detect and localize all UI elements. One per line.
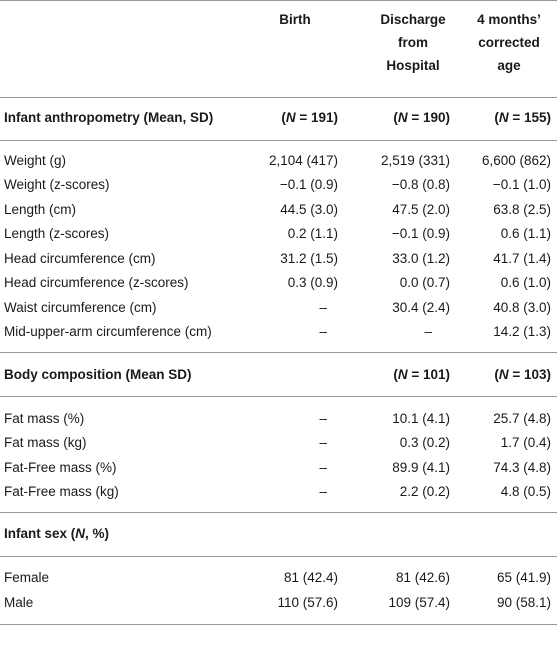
cell-4-months: 25.7 (4.8) — [493, 411, 551, 426]
table-row: Fat mass (kg) – 0.3 (0.2) 1.7 (0.4) — [0, 431, 557, 455]
cell-discharge: – — [424, 324, 432, 339]
table-row: Female 81 (42.4) 81 (42.6) 65 (41.9) — [0, 566, 557, 590]
section-rule — [0, 396, 557, 397]
cell-discharge: −0.1 (0.9) — [391, 226, 450, 241]
cell-birth: 0.3 (0.9) — [287, 275, 338, 290]
table-row: Waist circumference (cm) – 30.4 (2.4) 40… — [0, 296, 557, 320]
table-row: Head circumference (cm) 31.2 (1.5) 33.0 … — [0, 247, 557, 271]
section-rule — [0, 140, 557, 141]
table-row: Fat-Free mass (%) – 89.9 (4.1) 74.3 (4.8… — [0, 456, 557, 480]
table-row: Mid-upper-arm circumference (cm) – – 14.… — [0, 320, 557, 344]
header-line: 4 months’ — [477, 12, 541, 27]
cell-discharge: 0.0 (0.7) — [399, 275, 450, 290]
cell-birth: 2,104 (417) — [268, 153, 338, 168]
row-label: Head circumference (cm) — [4, 251, 156, 266]
cell-birth: – — [319, 411, 327, 426]
cell-4-months: 6,600 (862) — [481, 153, 551, 168]
cell-birth: – — [319, 324, 327, 339]
section-title: Body composition (Mean SD) — [4, 367, 192, 382]
cell-discharge: 2,519 (331) — [380, 153, 450, 168]
cell-discharge: 2.2 (0.2) — [399, 484, 450, 499]
row-label: Length (z-scores) — [4, 226, 110, 241]
cell-discharge: −0.8 (0.8) — [391, 177, 450, 192]
section-n: (N = 103) — [494, 367, 551, 382]
cell-4-months: 74.3 (4.8) — [493, 460, 551, 475]
cell-discharge: 30.4 (2.4) — [392, 300, 450, 315]
row-label: Fat-Free mass (%) — [4, 460, 117, 475]
row-label: Weight (g) — [4, 153, 67, 168]
section-title: Infant anthropometry (Mean, SD) — [4, 110, 214, 125]
header-line: from — [398, 35, 428, 50]
row-label: Fat mass (kg) — [4, 435, 87, 450]
cell-birth: – — [319, 300, 327, 315]
section-n: (N = 101) — [393, 367, 450, 382]
section-rule — [0, 352, 557, 353]
section-rule — [0, 512, 557, 513]
section-title: Infant sex (N, %) — [4, 526, 110, 541]
section-n: (N = 191) — [281, 110, 338, 125]
cell-4-months: 65 (41.9) — [496, 570, 551, 585]
cell-discharge: 10.1 (4.1) — [392, 411, 450, 426]
header-line: Hospital — [386, 58, 440, 73]
cell-discharge: 89.9 (4.1) — [392, 460, 450, 475]
row-label: Weight (z-scores) — [4, 177, 110, 192]
header-line: Discharge — [380, 12, 446, 27]
cell-discharge: 47.5 (2.0) — [392, 202, 450, 217]
cell-birth: – — [319, 435, 327, 450]
table-row: Weight (g) 2,104 (417) 2,519 (331) 6,600… — [0, 149, 557, 173]
table-row: Length (cm) 44.5 (3.0) 47.5 (2.0) 63.8 (… — [0, 198, 557, 222]
header-rule — [0, 97, 557, 98]
cell-4-months: 4.8 (0.5) — [500, 484, 551, 499]
section-row-body-composition: Body composition (Mean SD) (N = 101) (N … — [0, 363, 557, 387]
header-line: corrected — [478, 35, 540, 50]
table-top-rule — [0, 0, 557, 1]
cell-birth: 110 (57.6) — [277, 595, 338, 610]
section-n: (N = 190) — [393, 110, 450, 125]
header-line: Birth — [279, 12, 311, 27]
cell-birth: – — [319, 484, 327, 499]
cell-4-months: 40.8 (3.0) — [493, 300, 551, 315]
row-label: Male — [4, 595, 34, 610]
table-row: Fat-Free mass (kg) – 2.2 (0.2) 4.8 (0.5) — [0, 480, 557, 504]
column-header-4-months: 4 months’ corrected age — [462, 8, 556, 77]
cell-birth: 81 (42.4) — [283, 570, 338, 585]
cell-birth: 44.5 (3.0) — [280, 202, 338, 217]
table-row: Length (z-scores) 0.2 (1.1) −0.1 (0.9) 0… — [0, 222, 557, 246]
cell-4-months: 41.7 (1.4) — [493, 251, 551, 266]
cell-discharge: 33.0 (1.2) — [392, 251, 450, 266]
cell-4-months: 0.6 (1.1) — [500, 226, 551, 241]
section-row-infant-sex: Infant sex (N, %) — [0, 522, 557, 546]
cell-4-months: 1.7 (0.4) — [500, 435, 551, 450]
row-label: Fat-Free mass (kg) — [4, 484, 119, 499]
table-row: Fat mass (%) – 10.1 (4.1) 25.7 (4.8) — [0, 407, 557, 431]
section-n: (N = 155) — [494, 110, 551, 125]
cell-discharge: 109 (57.4) — [388, 595, 450, 610]
section-rule — [0, 556, 557, 557]
cell-4-months: 14.2 (1.3) — [493, 324, 551, 339]
cell-birth: – — [319, 460, 327, 475]
cell-birth: 0.2 (1.1) — [287, 226, 338, 241]
cell-birth: 31.2 (1.5) — [280, 251, 338, 266]
column-header-birth: Birth — [250, 8, 340, 31]
cell-4-months: 0.6 (1.0) — [500, 275, 551, 290]
row-label: Female — [4, 570, 50, 585]
row-label: Waist circumference (cm) — [4, 300, 157, 315]
cell-discharge: 81 (42.6) — [395, 570, 450, 585]
cell-birth: −0.1 (0.9) — [279, 177, 338, 192]
column-header-discharge: Discharge from Hospital — [368, 8, 458, 77]
row-label: Length (cm) — [4, 202, 77, 217]
header-line: age — [497, 58, 521, 73]
section-row-anthropometry: Infant anthropometry (Mean, SD) (N = 191… — [0, 106, 557, 130]
cell-4-months: 90 (58.1) — [496, 595, 551, 610]
table-row: Weight (z-scores) −0.1 (0.9) −0.8 (0.8) … — [0, 173, 557, 197]
table-bottom-rule — [0, 624, 557, 625]
row-label: Fat mass (%) — [4, 411, 85, 426]
table-row: Male 110 (57.6) 109 (57.4) 90 (58.1) — [0, 591, 557, 615]
cell-discharge: 0.3 (0.2) — [399, 435, 450, 450]
cell-4-months: 63.8 (2.5) — [493, 202, 551, 217]
cell-4-months: −0.1 (1.0) — [492, 177, 551, 192]
row-label: Head circumference (z-scores) — [4, 275, 189, 290]
table-row: Head circumference (z-scores) 0.3 (0.9) … — [0, 271, 557, 295]
row-label: Mid-upper-arm circumference (cm) — [4, 324, 212, 339]
